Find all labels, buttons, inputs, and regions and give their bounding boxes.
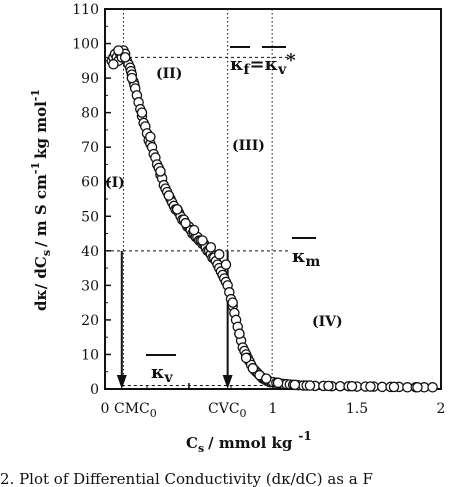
data-point xyxy=(113,45,124,56)
data-point xyxy=(346,380,358,392)
region-label-2: (II) xyxy=(156,66,182,82)
data-point xyxy=(126,72,138,84)
x-tick-label: 2 xyxy=(437,401,446,417)
data-point xyxy=(180,217,191,229)
data-point xyxy=(155,166,166,177)
data-point xyxy=(365,381,376,392)
data-point xyxy=(205,242,217,253)
data-point xyxy=(323,380,334,392)
data-point xyxy=(240,352,252,364)
data-point xyxy=(427,382,438,393)
data-point xyxy=(213,249,225,260)
y-tick-label: 80 xyxy=(81,106,99,122)
y-tick-label: 20 xyxy=(81,313,99,329)
region-label-3: (III) xyxy=(232,138,265,154)
data-points xyxy=(106,45,438,393)
kappa-m-label: κm xyxy=(292,246,321,270)
x-tick-label: 1 xyxy=(269,401,278,417)
x-axis-label: Cs / mmol kg -1 xyxy=(186,429,312,455)
data-point xyxy=(234,328,245,339)
region-label-1: (I) xyxy=(105,175,125,191)
cvc-label: CVC0 xyxy=(208,401,247,420)
y-tick-label: 50 xyxy=(81,209,99,225)
data-point xyxy=(108,59,119,70)
reference-lines xyxy=(105,9,290,389)
cvc-arrow-head xyxy=(222,375,233,389)
y-tick-label: 30 xyxy=(81,278,99,294)
data-point xyxy=(388,381,400,393)
y-tick-label: 60 xyxy=(81,175,99,191)
kappa-v-label: κv xyxy=(151,362,174,386)
y-ticks: 0 10 20 30 40 50 60 70 80 90 100 110 xyxy=(72,2,111,398)
cmc-label: CMC0 xyxy=(114,401,157,420)
y-tick-label: 10 xyxy=(81,347,99,363)
data-point xyxy=(171,204,183,215)
data-point xyxy=(145,131,156,143)
y-tick-label: 110 xyxy=(72,2,99,18)
region-label-4: (IV) xyxy=(312,314,343,330)
y-axis-label: dκ/ dCs/ m S cm-1kg mol-1 xyxy=(29,89,53,311)
cmc-arrow-head xyxy=(116,375,127,389)
data-point xyxy=(261,373,272,384)
data-point xyxy=(412,382,423,393)
data-point xyxy=(136,107,148,118)
data-point xyxy=(227,297,238,308)
y-tick-label: 90 xyxy=(81,71,99,87)
data-point xyxy=(197,235,208,246)
data-point xyxy=(247,363,259,374)
x-tick-label: 0 xyxy=(101,401,110,417)
data-point xyxy=(304,380,316,391)
kappa-f-label: κf=κv* xyxy=(230,50,296,78)
data-point xyxy=(119,52,131,63)
y-tick-label: 0 xyxy=(90,382,99,398)
x-tick-label: 1.5 xyxy=(346,401,368,417)
data-point xyxy=(220,259,232,270)
figure-caption: 2. Plot of Differential Conductivity (dκ… xyxy=(0,470,373,487)
data-point xyxy=(163,190,175,201)
data-point xyxy=(289,379,301,391)
y-tick-label: 100 xyxy=(72,37,99,53)
y-tick-label: 40 xyxy=(81,244,99,260)
data-point xyxy=(272,377,284,389)
data-point xyxy=(188,224,200,236)
y-tick-label: 70 xyxy=(81,140,99,156)
